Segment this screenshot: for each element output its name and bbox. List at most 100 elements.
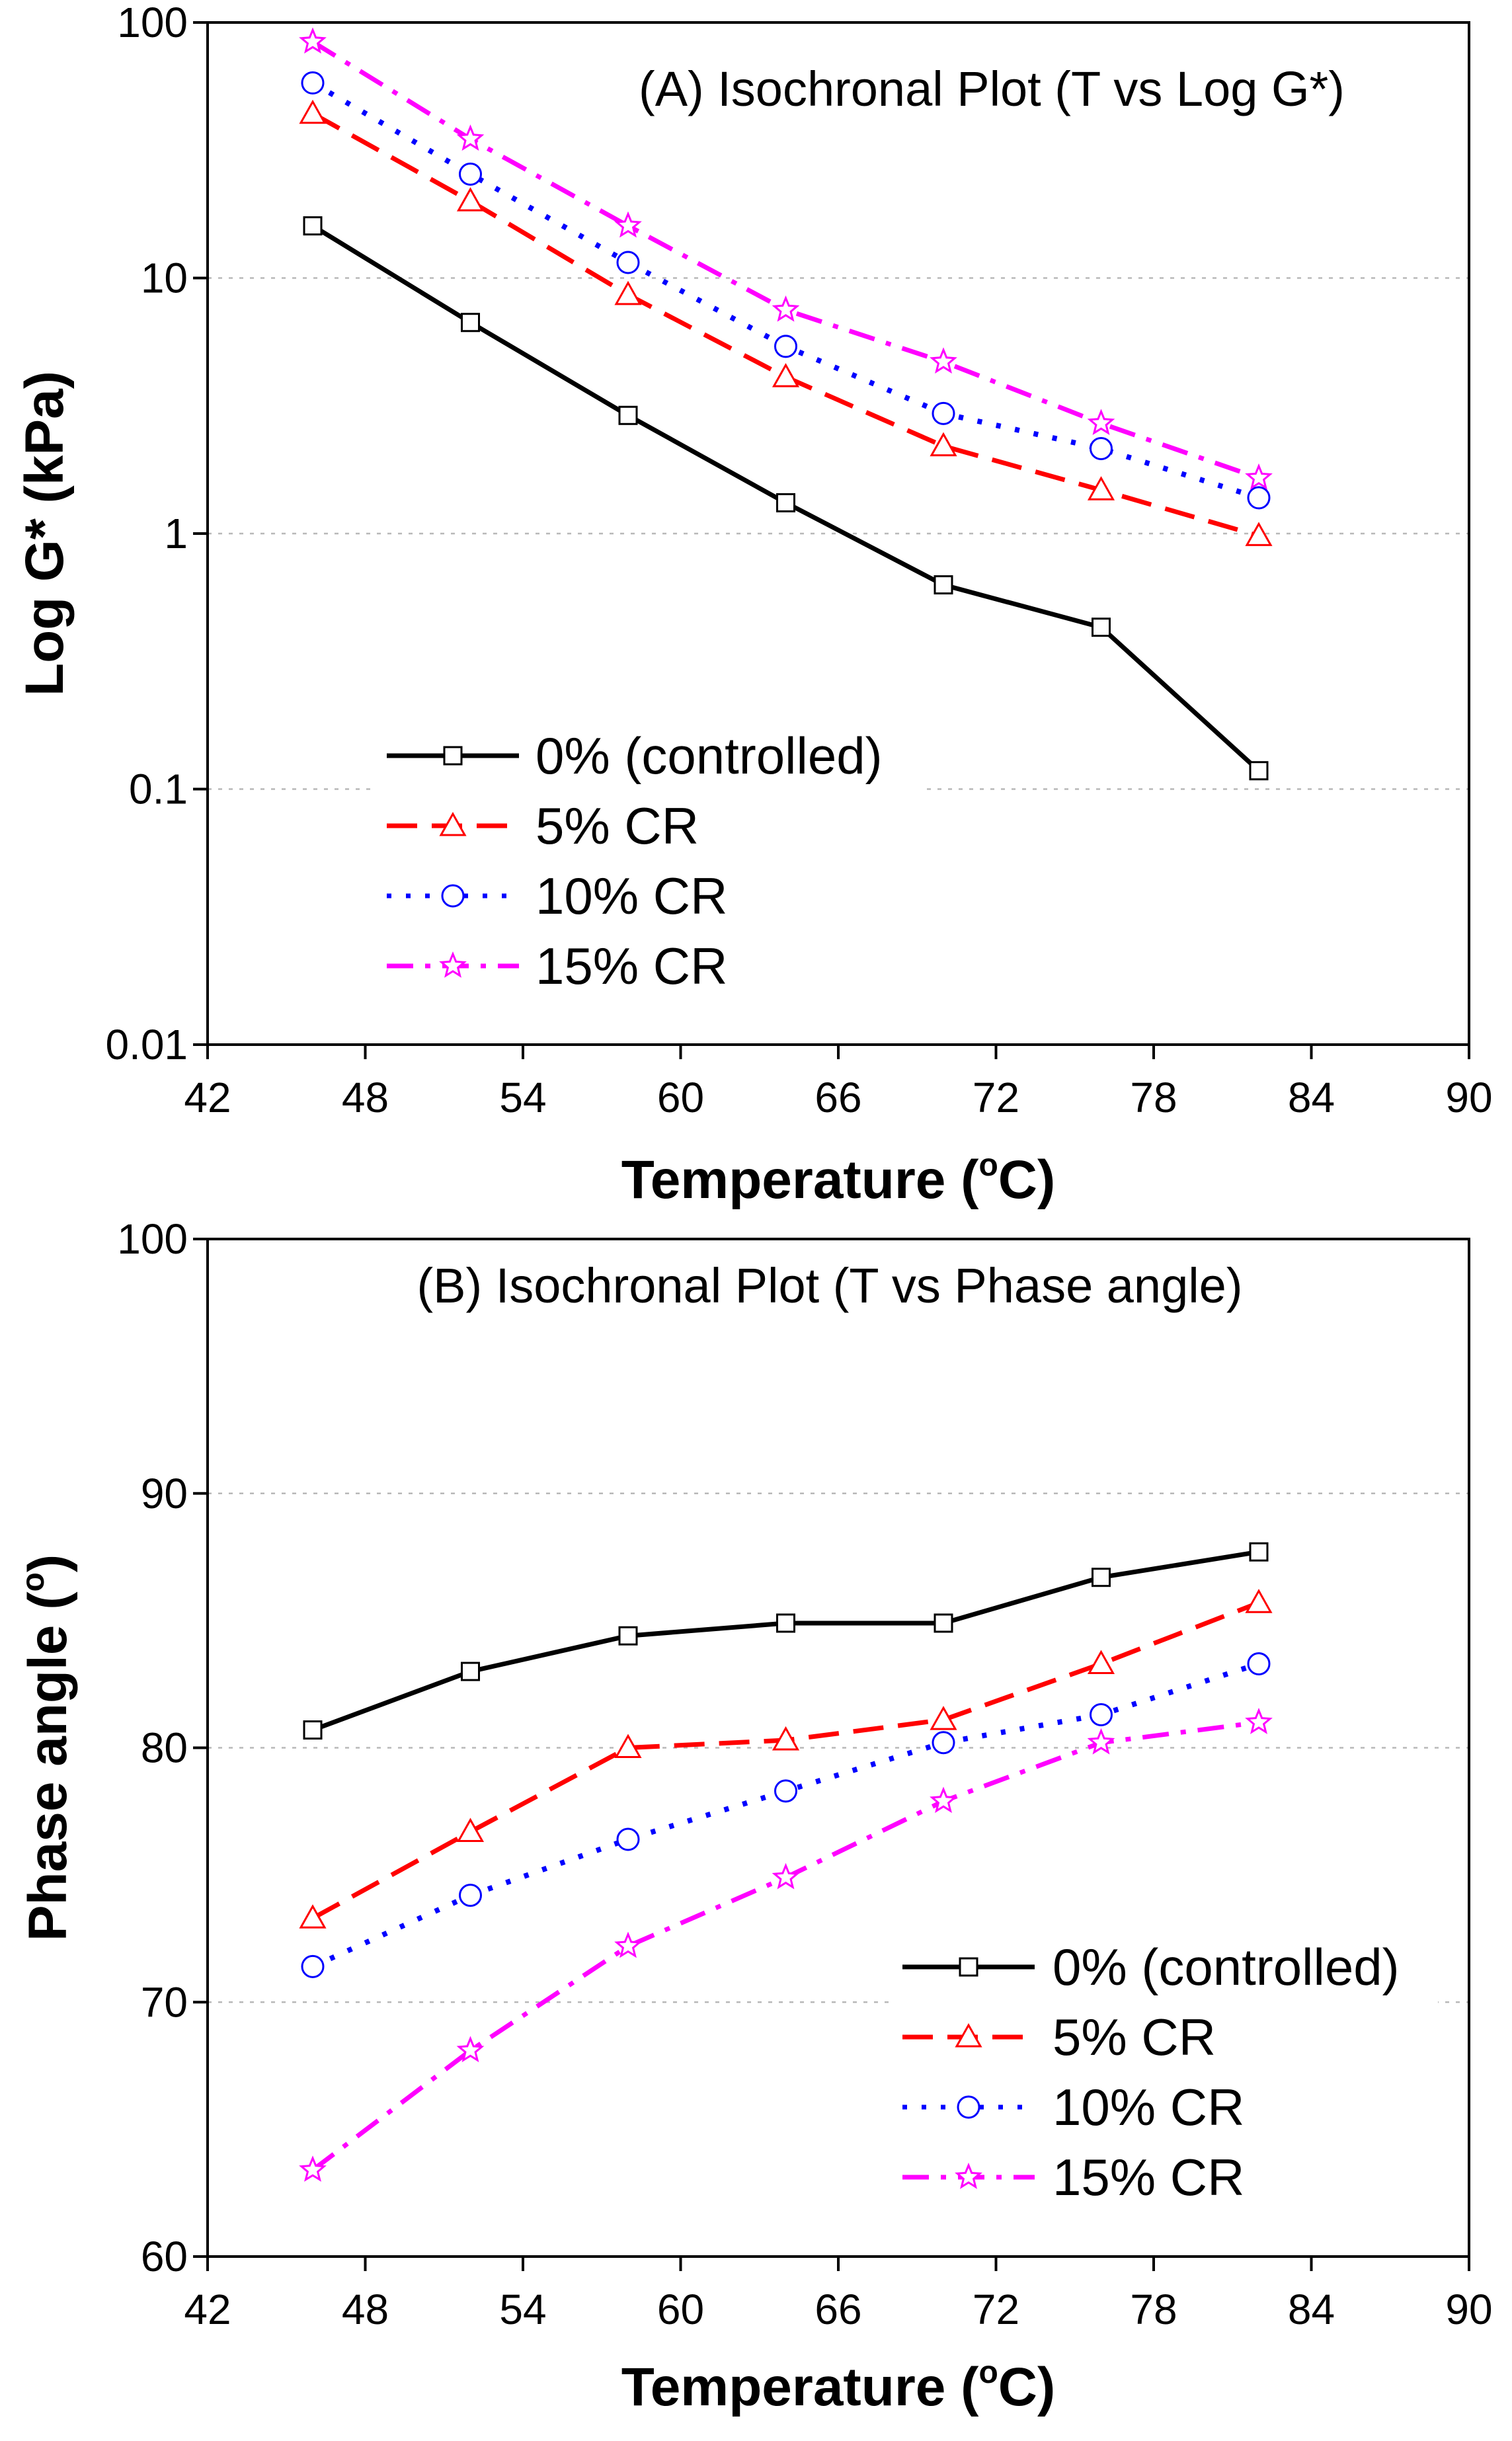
x-axis-title-main: Temperature ( <box>621 1150 979 1210</box>
data-point <box>456 2036 485 2063</box>
x-tick-label: 54 <box>499 1074 546 1121</box>
x-tick-label: 42 <box>184 2286 231 2333</box>
data-point <box>772 1862 800 1890</box>
data-point <box>614 1734 642 1758</box>
data-point <box>1090 1702 1113 1726</box>
legend-marker <box>439 951 467 978</box>
x-axis-title: Temperature (oC) <box>621 2355 1056 2417</box>
legend-label: 10% CR <box>1053 2078 1244 2136</box>
y-tick-label: 0.01 <box>105 1021 188 1068</box>
y-axis-title: Log G* (kPa) <box>15 371 75 696</box>
x-tick-label: 90 <box>1445 2286 1492 2333</box>
y-tick-label: 0.1 <box>129 766 188 813</box>
data-point <box>772 295 800 322</box>
legend-marker <box>443 746 463 766</box>
series-line <box>311 1549 1259 1732</box>
data-point <box>934 1613 953 1633</box>
series-3 <box>299 27 1273 490</box>
data-point <box>930 1706 957 1730</box>
data-point <box>614 1931 642 1958</box>
x-tick-label: 66 <box>815 1074 861 1121</box>
data-point <box>456 124 485 151</box>
x-axis-title-main: Temperature ( <box>621 2357 979 2417</box>
x-tick-label: 42 <box>184 1074 231 1121</box>
data-point <box>301 71 325 95</box>
x-tick-label: 60 <box>657 2286 704 2333</box>
data-point <box>618 1626 638 1646</box>
series-1 <box>299 99 1273 546</box>
data-point <box>1247 1652 1271 1676</box>
data-point <box>614 280 642 305</box>
data-point <box>1092 1568 1111 1587</box>
data-point <box>459 162 482 186</box>
data-point <box>461 1661 480 1681</box>
title-background <box>569 61 1415 123</box>
series-2 <box>301 1652 1271 1978</box>
y-tick-label: 1 <box>164 510 188 557</box>
legend-marker <box>957 2095 980 2119</box>
data-point <box>299 99 327 124</box>
data-point <box>1090 437 1113 461</box>
series-1 <box>299 1589 1273 1929</box>
y-axis-title: Phase angle (o) <box>16 1554 78 1941</box>
data-point <box>299 27 327 54</box>
data-point <box>456 1818 485 1842</box>
legend-marker <box>439 811 467 836</box>
legend-label: 0% (controlled) <box>536 727 883 785</box>
data-point <box>299 1904 327 1929</box>
legend-label: 15% CR <box>1053 2148 1244 2206</box>
x-tick-label: 84 <box>1288 1074 1335 1121</box>
data-point <box>1249 761 1269 781</box>
chart-title: (A) Isochronal Plot (T vs Log G*) <box>639 61 1345 116</box>
x-axis-title-end: C) <box>998 2357 1056 2417</box>
x-tick-label: 90 <box>1445 1074 1492 1121</box>
series-line <box>311 80 1260 500</box>
data-point <box>614 211 642 238</box>
legend-marker <box>955 2163 982 2189</box>
title-background <box>407 1258 1253 1320</box>
series-2 <box>301 71 1271 510</box>
legend-label: 10% CR <box>536 867 727 925</box>
x-tick-label: 78 <box>1130 1074 1177 1121</box>
data-point <box>456 187 485 212</box>
x-tick-label: 48 <box>342 2286 389 2333</box>
x-tick-label: 72 <box>973 2286 1019 2333</box>
legend-label: 15% CR <box>536 937 727 995</box>
x-axis-title: Temperature (oC) <box>621 1148 1056 1210</box>
chart-title: (B) Isochronal Plot (T vs Phase angle) <box>417 1258 1243 1313</box>
legend-label: 5% CR <box>1053 2008 1216 2066</box>
data-point <box>1249 1542 1269 1562</box>
data-point <box>461 313 480 333</box>
y-tick-label: 100 <box>117 1215 188 1263</box>
legend-marker <box>955 2022 982 2048</box>
y-tick-label: 60 <box>141 2233 188 2280</box>
data-point <box>772 1726 800 1751</box>
data-point <box>1247 486 1271 510</box>
series-3 <box>299 1708 1273 2182</box>
y-axis-title-main: Phase angle ( <box>18 1591 78 1941</box>
series-0 <box>303 216 1269 781</box>
data-point <box>774 335 797 358</box>
data-point <box>1245 522 1273 546</box>
legend-marker <box>959 1957 978 1977</box>
legend-background <box>889 1927 1438 2221</box>
data-point <box>932 401 955 425</box>
gridlines <box>208 1492 1469 2003</box>
chart-a: 42 48 54 60 66 72 78 84 90 0.01 0.1 1 10 100 Temperatu… <box>15 0 1493 1210</box>
x-tick-label: 66 <box>815 2286 861 2333</box>
data-point <box>1087 409 1115 435</box>
data-point <box>934 575 953 595</box>
series-line <box>311 1661 1260 1970</box>
y-tick-label: 80 <box>141 1724 188 1772</box>
y-tick-label: 70 <box>141 1978 188 2026</box>
chart-b: 42 48 54 60 66 72 78 84 90 60 70 80 90 100 Temperature… <box>16 1215 1493 2417</box>
data-point <box>1087 1728 1115 1755</box>
data-point <box>616 1827 640 1851</box>
legend: 0% (controlled) 5% CR 10% CR 15% CR <box>889 1927 1438 2221</box>
data-point <box>303 1720 323 1740</box>
data-point <box>930 347 957 374</box>
gridlines <box>208 277 1469 790</box>
x-axis-title-end: C) <box>998 1150 1056 1210</box>
data-point <box>776 493 795 512</box>
